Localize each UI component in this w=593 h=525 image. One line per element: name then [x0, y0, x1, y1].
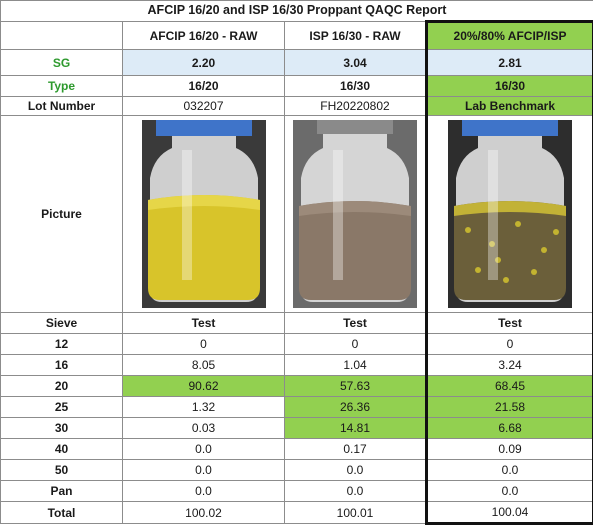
table-row: 50 0.0 0.0 0.0 [1, 460, 593, 481]
header-blank [1, 22, 123, 50]
sieve-size-label: 25 [1, 397, 123, 418]
sieve-value-isp: 0 [285, 334, 427, 355]
sieve-value-afcip: 8.05 [123, 355, 285, 376]
sieve-value-blend: 0.0 [427, 481, 593, 502]
table-row: 20 90.62 57.63 68.45 [1, 376, 593, 397]
sieve-size-label: 30 [1, 418, 123, 439]
lot-value-blend: Lab Benchmark [427, 97, 593, 116]
sieve-value-blend: 68.45 [427, 376, 593, 397]
sg-value-isp: 3.04 [285, 50, 427, 76]
test-header-blend: Test [427, 313, 593, 334]
sieve-value-isp: 57.63 [285, 376, 427, 397]
sieve-value-blend: 100.04 [427, 502, 593, 524]
picture-cell-isp [285, 116, 427, 313]
sieve-value-afcip: 1.32 [123, 397, 285, 418]
sg-value-afcip: 2.20 [123, 50, 285, 76]
sieve-value-isp: 0.17 [285, 439, 427, 460]
sieve-value-blend: 0.09 [427, 439, 593, 460]
lot-label: Lot Number [1, 97, 123, 116]
type-value-blend: 16/30 [427, 76, 593, 97]
sieve-value-afcip: 0.0 [123, 481, 285, 502]
sieve-value-afcip: 0 [123, 334, 285, 355]
table-row: 12 0 0 0 [1, 334, 593, 355]
sieve-value-blend: 0 [427, 334, 593, 355]
lot-value-isp: FH20220802 [285, 97, 427, 116]
sieve-size-label: 50 [1, 460, 123, 481]
sieve-value-isp: 14.81 [285, 418, 427, 439]
sieve-size-label: 16 [1, 355, 123, 376]
table-row: 25 1.32 26.36 21.58 [1, 397, 593, 418]
lot-value-afcip: 032207 [123, 97, 285, 116]
report-title: AFCIP 16/20 and ISP 16/30 Proppant QAQC … [1, 1, 593, 22]
sieve-value-isp: 0.0 [285, 460, 427, 481]
sieve-value-blend: 3.24 [427, 355, 593, 376]
sieve-size-label: 12 [1, 334, 123, 355]
jar-mixed-proppant-image [448, 120, 572, 308]
test-header-afcip: Test [123, 313, 285, 334]
table-row: Pan 0.0 0.0 0.0 [1, 481, 593, 502]
sg-value-blend: 2.81 [427, 50, 593, 76]
sieve-size-label: Total [1, 502, 123, 524]
picture-cell-blend [427, 116, 593, 313]
sieve-value-isp: 100.01 [285, 502, 427, 524]
sieve-value-afcip: 100.02 [123, 502, 285, 524]
test-header-isp: Test [285, 313, 427, 334]
type-value-isp: 16/30 [285, 76, 427, 97]
sieve-value-isp: 1.04 [285, 355, 427, 376]
table-row: 16 8.05 1.04 3.24 [1, 355, 593, 376]
sg-label: SG [1, 50, 123, 76]
sieve-value-afcip: 90.62 [123, 376, 285, 397]
sieve-size-label: 20 [1, 376, 123, 397]
column-header-isp: ISP 16/30 - RAW [285, 22, 427, 50]
sieve-value-isp: 0.0 [285, 481, 427, 502]
sieve-value-blend: 6.68 [427, 418, 593, 439]
table-row: Total 100.02 100.01 100.04 [1, 502, 593, 524]
table-row: 40 0.0 0.17 0.09 [1, 439, 593, 460]
sieve-value-blend: 21.58 [427, 397, 593, 418]
sieve-size-label: 40 [1, 439, 123, 460]
type-value-afcip: 16/20 [123, 76, 285, 97]
picture-cell-afcip [123, 116, 285, 313]
sieve-value-afcip: 0.0 [123, 439, 285, 460]
sieve-label: Sieve [1, 313, 123, 334]
column-header-afcip: AFCIP 16/20 - RAW [123, 22, 285, 50]
sieve-value-afcip: 0.03 [123, 418, 285, 439]
sieve-value-blend: 0.0 [427, 460, 593, 481]
column-header-blend: 20%/80% AFCIP/ISP [427, 22, 593, 50]
jar-yellow-proppant-image [142, 120, 266, 308]
picture-label: Picture [1, 116, 123, 313]
table-row: 30 0.03 14.81 6.68 [1, 418, 593, 439]
type-label: Type [1, 76, 123, 97]
jar-brown-proppant-image [293, 120, 417, 308]
sieve-value-afcip: 0.0 [123, 460, 285, 481]
sieve-size-label: Pan [1, 481, 123, 502]
sieve-value-isp: 26.36 [285, 397, 427, 418]
